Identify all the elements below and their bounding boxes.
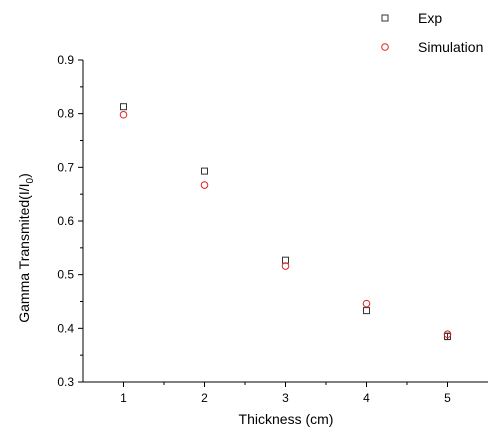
exp-point bbox=[120, 103, 127, 111]
exp-point bbox=[201, 167, 208, 175]
simulation-point bbox=[200, 181, 209, 189]
y-tick-label: 0.8 bbox=[57, 107, 74, 121]
plot-layer: 1 2 3 4 5 0.3 0.4 0.5 0.6 0.7 0.8 0.9 Exp Simulation bbox=[57, 10, 488, 405]
exp-point bbox=[282, 256, 289, 264]
simulation-point bbox=[119, 110, 128, 119]
y-axis-title-subscript: 0 bbox=[25, 177, 36, 183]
exp-point bbox=[363, 307, 370, 315]
y-tick-label: 0.4 bbox=[57, 321, 74, 335]
legend-label-exp: Exp bbox=[418, 10, 442, 26]
simulation-point bbox=[362, 299, 371, 308]
x-tick-label: 5 bbox=[444, 391, 451, 405]
x-tick-label: 4 bbox=[363, 391, 370, 405]
x-tick-label: 2 bbox=[201, 391, 208, 405]
legend-label-simulation: Simulation bbox=[418, 39, 483, 55]
y-tick-label: 0.7 bbox=[57, 160, 74, 174]
y-tick-label: 0.3 bbox=[57, 375, 74, 389]
y-tick-label: 0.5 bbox=[57, 268, 74, 282]
x-axis-title: Thickness (cm) bbox=[239, 411, 334, 427]
simulation-point bbox=[281, 262, 290, 270]
legend-marker-exp bbox=[381, 14, 389, 22]
simulation-point bbox=[443, 330, 452, 339]
x-tick-label: 3 bbox=[282, 391, 289, 405]
y-axis-title-main: Gamma Transmited(I/I bbox=[16, 183, 32, 322]
y-axis-title: Gamma Transmited(I/I0) bbox=[16, 173, 36, 323]
x-tick-label: 1 bbox=[120, 391, 127, 405]
y-tick-label: 0.6 bbox=[57, 214, 74, 228]
y-axis-title-close: ) bbox=[16, 173, 32, 178]
legend-marker-simulation bbox=[381, 43, 389, 51]
y-tick-label: 0.9 bbox=[57, 53, 74, 67]
